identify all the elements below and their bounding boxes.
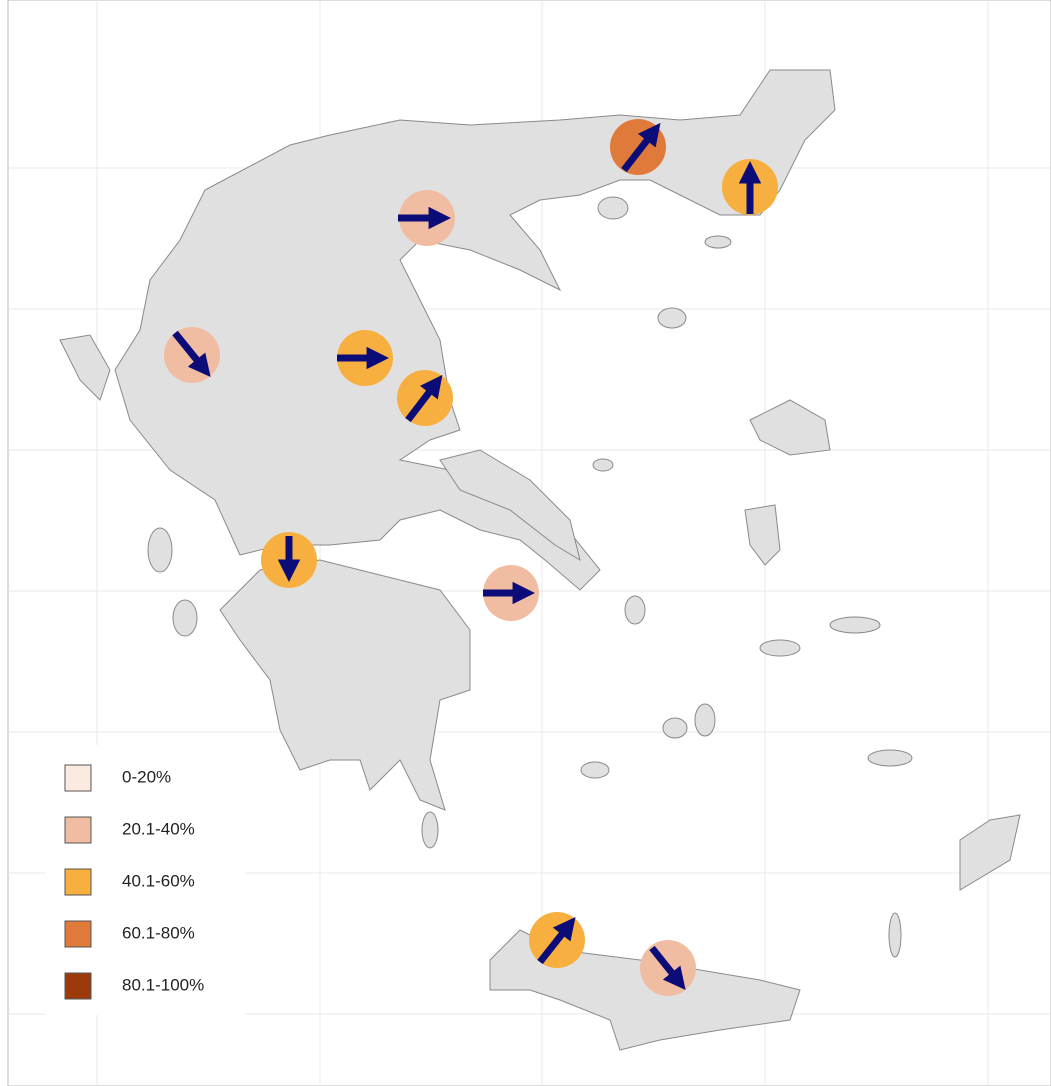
land bbox=[59, 69, 1021, 1051]
legend-swatch bbox=[64, 920, 92, 948]
legend-swatch bbox=[64, 764, 92, 792]
trend-arrow bbox=[405, 374, 443, 423]
trend-arrow bbox=[537, 916, 576, 965]
legend-label: 80.1-100% bbox=[122, 975, 204, 994]
trend-arrow bbox=[172, 330, 211, 377]
region-markers bbox=[164, 119, 778, 996]
legend-swatch bbox=[64, 816, 92, 844]
legend-label: 40.1-60% bbox=[122, 871, 195, 890]
legend-label: 20.1-40% bbox=[122, 819, 195, 838]
legend-swatch bbox=[64, 868, 92, 896]
trend-arrow bbox=[621, 122, 661, 173]
legend-swatch bbox=[64, 972, 92, 1000]
legend-label: 60.1-80% bbox=[122, 923, 195, 942]
legend: 0-20% 20.1-40% 40.1-60% 60.1-80% 80.1-100% bbox=[45, 745, 245, 1015]
legend-label: 0-20% bbox=[122, 767, 171, 786]
trend-arrow bbox=[649, 945, 686, 990]
